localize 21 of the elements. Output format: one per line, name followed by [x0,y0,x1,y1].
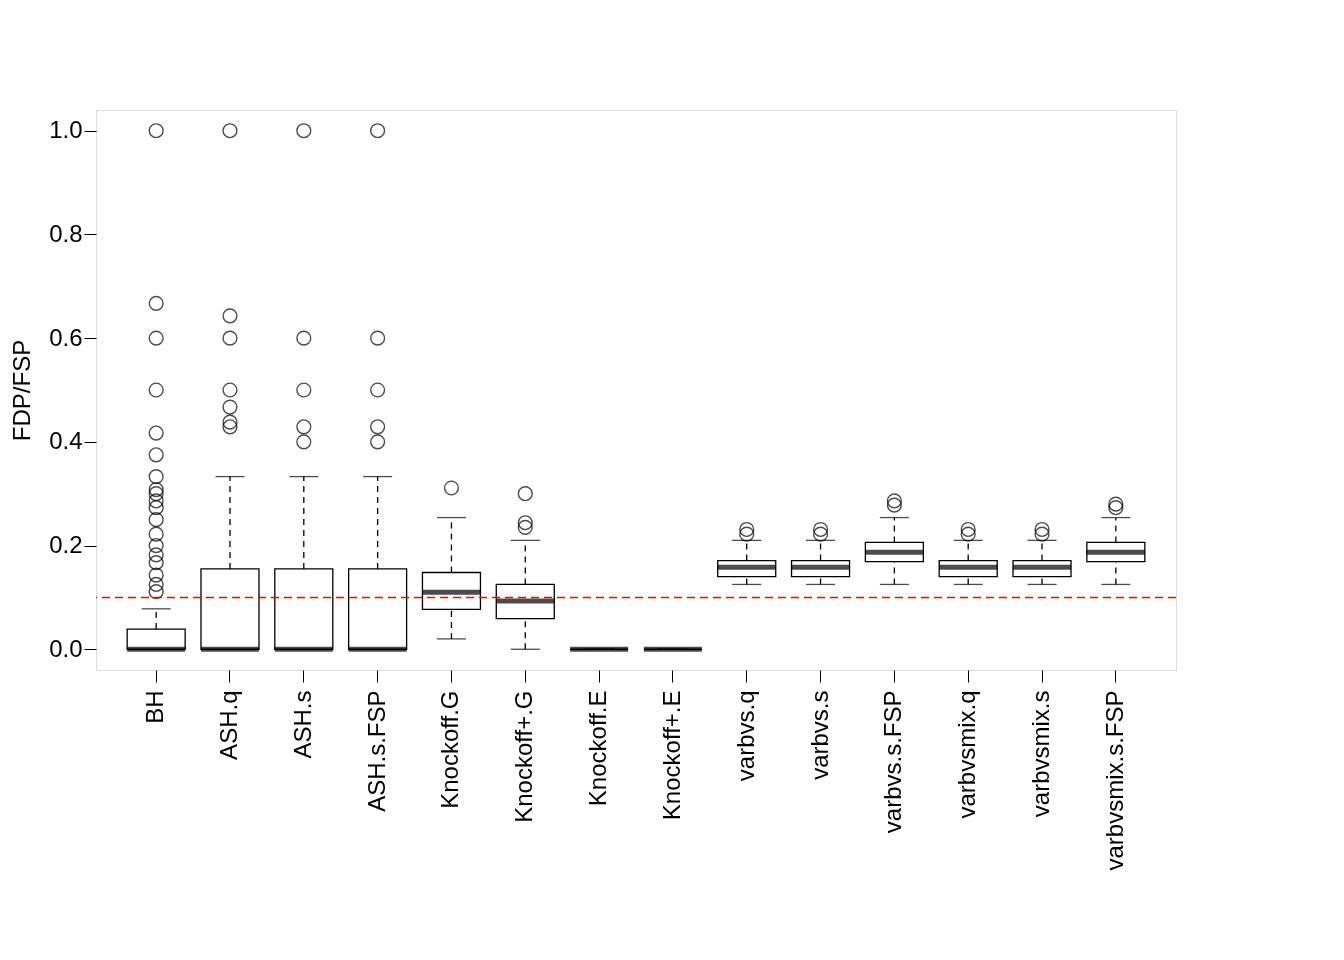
y-tick-label: 0.4 [49,427,83,455]
x-tick-label: BH [141,690,169,724]
x-tick-label: varbvs.q [731,690,759,782]
x-tick-label: Knockoff.E [584,690,612,807]
x-tick-label: varbvsmix.s [1027,690,1055,818]
y-tick-label: 0.6 [49,323,83,351]
x-tick-label: Knockoff+.E [657,690,685,821]
x-tick-label: ASH.s.FSP [362,690,390,812]
x-tick-label: varbvsmix.q [953,690,981,819]
y-tick-label: 0.0 [49,634,83,662]
x-tick-label: varbvs.s.FSP [879,690,907,834]
x-tick-label: ASH.s [288,690,316,759]
y-axis-title: FDP/FSP [8,339,36,442]
y-tick-label: 1.0 [49,116,83,144]
x-tick-label: varbvsmix.s.FSP [1100,690,1128,871]
y-tick-label: 0.2 [49,531,83,559]
x-tick-label: ASH.q [214,690,242,760]
x-tick-label: Knockoff.G [436,690,464,809]
x-tick-label: varbvs.s [805,690,833,780]
y-tick-label: 0.8 [49,219,83,247]
x-tick-label: Knockoff+.G [510,690,538,823]
